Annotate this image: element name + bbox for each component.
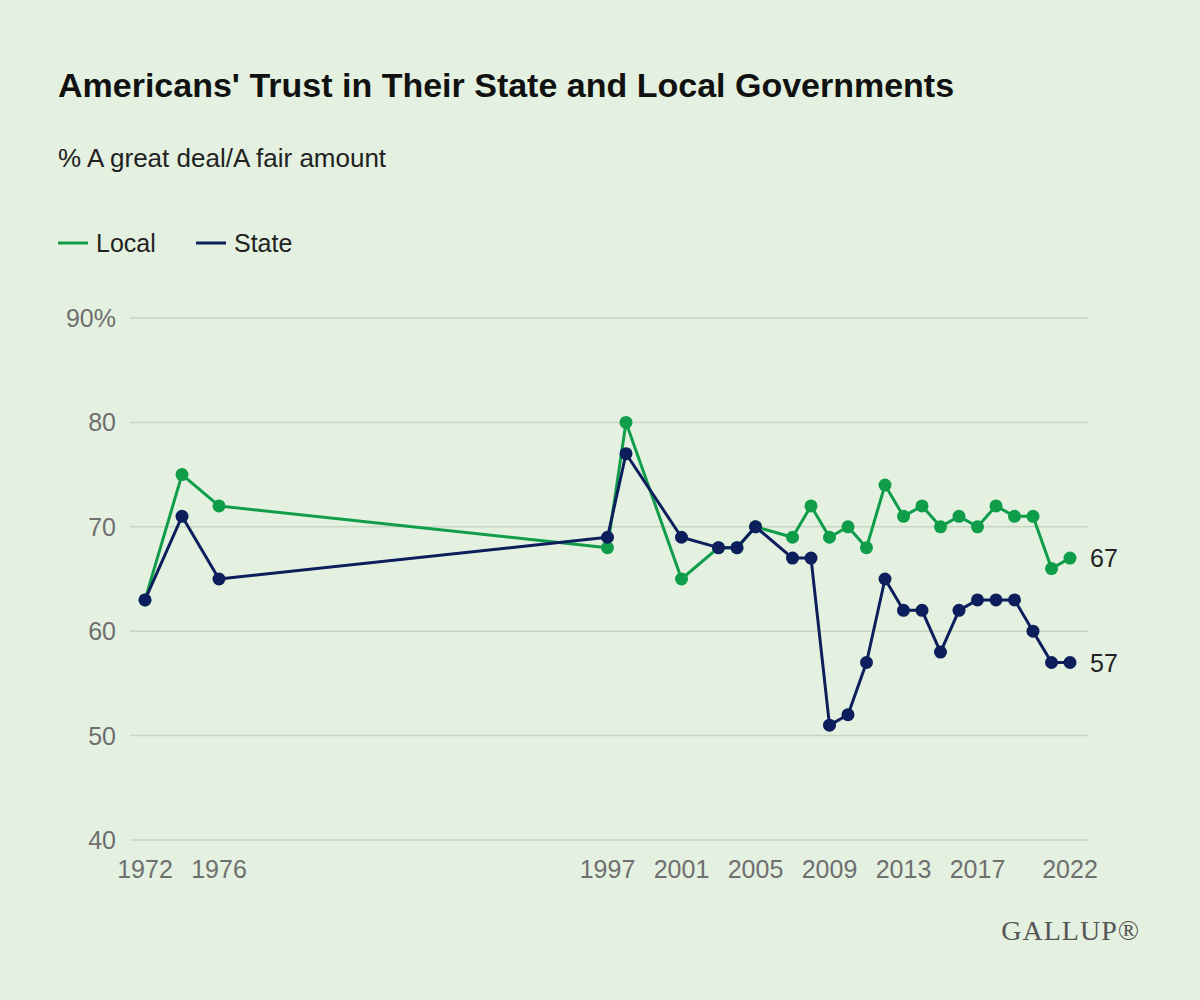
series-marker [1027, 510, 1040, 523]
series-marker [213, 573, 226, 586]
series-marker [897, 604, 910, 617]
legend-label: Local [96, 229, 156, 257]
y-tick-label: 90% [66, 304, 116, 332]
x-tick-label: 1976 [191, 855, 247, 883]
series-marker [731, 541, 744, 554]
series-marker [805, 499, 818, 512]
series-marker [823, 531, 836, 544]
series-marker [990, 593, 1003, 606]
x-tick-label: 2017 [950, 855, 1006, 883]
series-marker [176, 468, 189, 481]
series-marker [601, 531, 614, 544]
legend-label: State [234, 229, 292, 257]
series-marker [620, 416, 633, 429]
series-marker [934, 520, 947, 533]
series-marker [842, 520, 855, 533]
series-marker [805, 552, 818, 565]
series-marker [1008, 593, 1021, 606]
subtitle: % A great deal/A fair amount [58, 143, 387, 173]
series-marker [1064, 656, 1077, 669]
series-marker [620, 447, 633, 460]
series-marker [1008, 510, 1021, 523]
series-marker [934, 646, 947, 659]
y-tick-label: 40 [88, 826, 116, 854]
source: GALLUP® [1001, 915, 1140, 946]
chart: Americans' Trust in Their State and Loca… [0, 0, 1200, 1000]
y-tick-label: 50 [88, 722, 116, 750]
series-marker [971, 520, 984, 533]
y-tick-label: 60 [88, 617, 116, 645]
series-line [145, 454, 1070, 725]
y-tick-label: 70 [88, 513, 116, 541]
series-marker [731, 541, 744, 554]
series-marker [953, 510, 966, 523]
grid-line [130, 422, 1088, 424]
series-marker [879, 573, 892, 586]
series-marker [860, 541, 873, 554]
x-tick-label: 2009 [802, 855, 858, 883]
series-marker [1064, 552, 1077, 565]
series-marker [823, 719, 836, 732]
series-marker [712, 541, 725, 554]
legend-swatch [196, 242, 226, 245]
series-marker [1027, 625, 1040, 638]
grid-line [130, 839, 1088, 841]
plot-area [139, 416, 1077, 732]
x-tick-label: 2005 [728, 855, 784, 883]
series-marker [749, 520, 762, 533]
x-tick-label: 1972 [117, 855, 173, 883]
series-marker [860, 656, 873, 669]
title: Americans' Trust in Their State and Loca… [58, 66, 954, 104]
data-label: 57 [1090, 649, 1118, 677]
series-marker [990, 499, 1003, 512]
grid-line [130, 317, 1088, 319]
series-marker [953, 604, 966, 617]
series-marker [842, 708, 855, 721]
background [0, 0, 1200, 1000]
series-marker [213, 499, 226, 512]
series-marker [916, 604, 929, 617]
series-marker [786, 552, 799, 565]
grid-line [130, 735, 1088, 737]
series-marker [879, 479, 892, 492]
series-marker [916, 499, 929, 512]
grid-line [130, 630, 1088, 632]
series-marker [675, 531, 688, 544]
legend-swatch [58, 242, 88, 245]
series-marker [675, 573, 688, 586]
x-tick-label: 2013 [876, 855, 932, 883]
series-marker [139, 593, 152, 606]
x-tick-label: 1997 [580, 855, 636, 883]
x-tick-label: 2001 [654, 855, 710, 883]
series-marker [749, 520, 762, 533]
series-marker [1045, 656, 1058, 669]
data-label: 67 [1090, 544, 1118, 572]
series-marker [971, 593, 984, 606]
series-marker [176, 510, 189, 523]
series-marker [712, 541, 725, 554]
series-marker [786, 531, 799, 544]
series-marker [1045, 562, 1058, 575]
series-marker [139, 593, 152, 606]
series-marker [897, 510, 910, 523]
x-tick-label: 2022 [1042, 855, 1098, 883]
y-tick-label: 80 [88, 408, 116, 436]
